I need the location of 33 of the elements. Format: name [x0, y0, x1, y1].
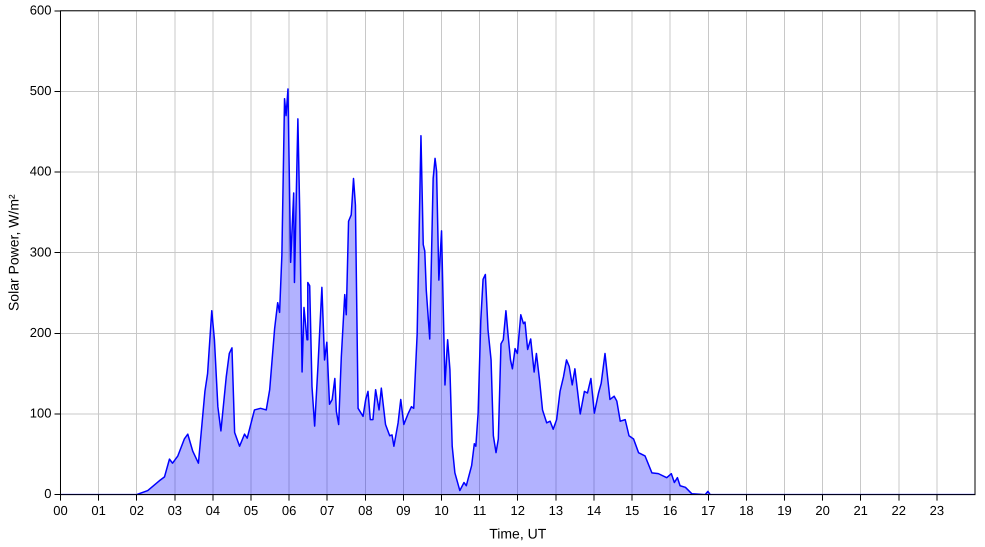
x-tick-label: 03 [168, 502, 182, 518]
x-tick-label: 22 [892, 502, 906, 518]
y-tick-label: 500 [30, 83, 52, 98]
x-axis-title: Time, UT [489, 525, 547, 542]
x-tick-label: 09 [396, 502, 411, 518]
y-tick-label: 600 [30, 2, 52, 18]
x-tick-label: 18 [739, 502, 754, 518]
x-tick-label: 20 [815, 502, 830, 518]
x-tick-label: 01 [91, 502, 106, 518]
x-tick-label: 19 [777, 502, 792, 518]
x-tick-label: 10 [434, 502, 449, 518]
x-tick-label: 07 [320, 502, 334, 518]
x-tick-label: 05 [244, 502, 258, 518]
x-tick-label: 23 [930, 502, 944, 518]
x-tick-label: 14 [586, 502, 602, 518]
x-tick-label: 11 [472, 502, 486, 518]
x-tick-label: 02 [129, 502, 144, 518]
y-tick-label: 200 [30, 324, 52, 340]
x-tick-label: 13 [548, 502, 564, 518]
x-tick-label: 15 [624, 502, 640, 518]
x-tick-label: 00 [53, 502, 68, 518]
y-tick-label: 300 [30, 244, 52, 260]
y-tick-label: 400 [30, 164, 52, 179]
x-tick-label: 21 [853, 502, 868, 518]
y-tick-label: 0 [44, 486, 52, 502]
x-tick-label: 06 [282, 502, 296, 518]
x-tick-label: 04 [206, 502, 220, 518]
y-axis-title: Solar Power, W/m² [5, 194, 22, 312]
y-tick-label: 100 [30, 406, 52, 421]
x-tick-label: 12 [510, 502, 525, 518]
x-tick-label: 16 [662, 502, 678, 518]
x-tick-label: 08 [358, 502, 373, 518]
x-tick-label: 17 [701, 502, 716, 518]
